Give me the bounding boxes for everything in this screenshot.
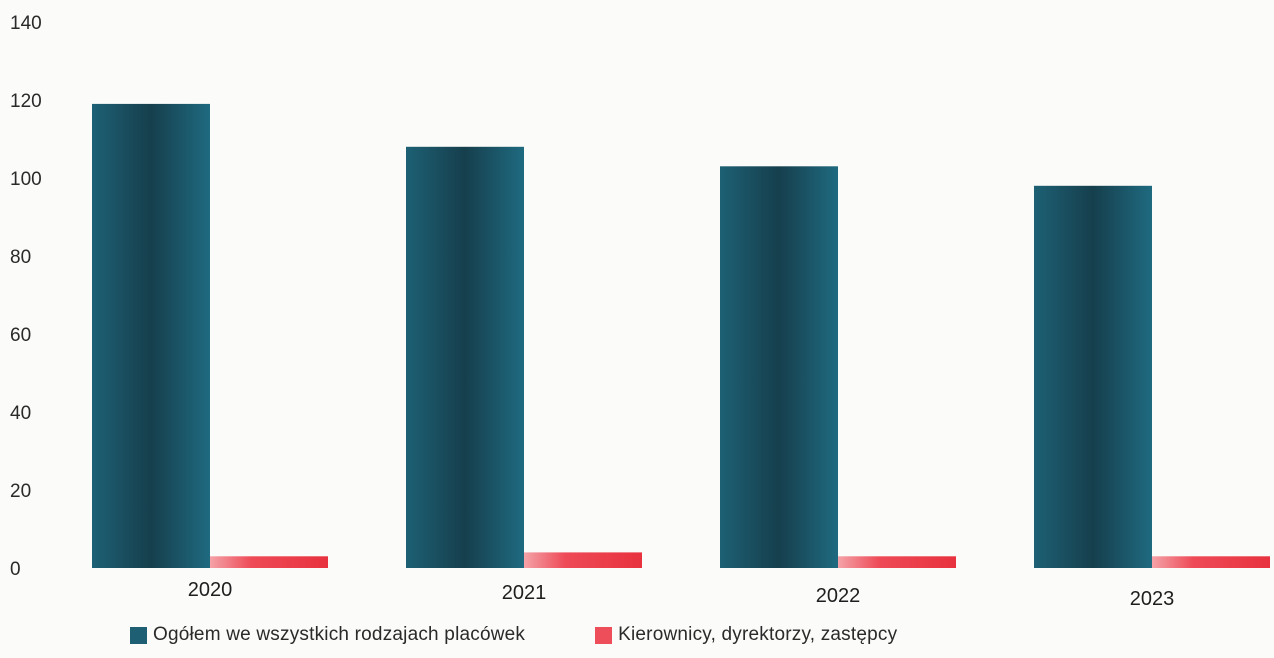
legend-swatch-series-1 <box>595 627 612 644</box>
legend-item-series-0: Ogółem we wszystkich rodzajach placówek <box>130 624 525 646</box>
bar-series-0 <box>720 166 838 568</box>
y-tick-label: 140 <box>10 13 42 34</box>
legend-item-series-1: Kierownicy, dyrektorzy, zastępcy <box>595 624 897 646</box>
y-axis-ticks: 0 20 40 60 80 100 120 140 <box>10 13 42 580</box>
x-category-label: 2022 <box>816 585 861 607</box>
bar-series-1 <box>210 556 328 568</box>
y-tick-label: 100 <box>10 169 42 190</box>
legend-label-series-0: Ogółem we wszystkich rodzajach placówek <box>153 624 525 646</box>
bar-series-1 <box>838 556 956 568</box>
bar-series-0 <box>92 104 210 568</box>
y-tick-label: 40 <box>10 403 31 424</box>
bar-series-1 <box>1152 556 1270 568</box>
bar-series-1 <box>524 552 642 568</box>
bar-series-0 <box>1034 186 1152 568</box>
x-category-label: 2021 <box>502 582 547 604</box>
legend: Ogółem we wszystkich rodzajach placówek … <box>130 624 897 646</box>
y-tick-label: 20 <box>10 481 31 502</box>
bar-series-0 <box>406 147 524 568</box>
bars <box>92 104 1270 568</box>
y-tick-label: 120 <box>10 91 42 112</box>
legend-label-series-1: Kierownicy, dyrektorzy, zastępcy <box>618 624 897 646</box>
legend-swatch-series-0 <box>130 627 147 644</box>
y-tick-label: 60 <box>10 325 31 346</box>
x-category-label: 2023 <box>1130 588 1175 610</box>
x-category-label: 2020 <box>188 579 233 601</box>
x-axis-labels: 2020 2021 2022 2023 <box>188 579 1175 610</box>
y-tick-label: 80 <box>10 247 31 268</box>
y-tick-label: 0 <box>10 559 21 580</box>
